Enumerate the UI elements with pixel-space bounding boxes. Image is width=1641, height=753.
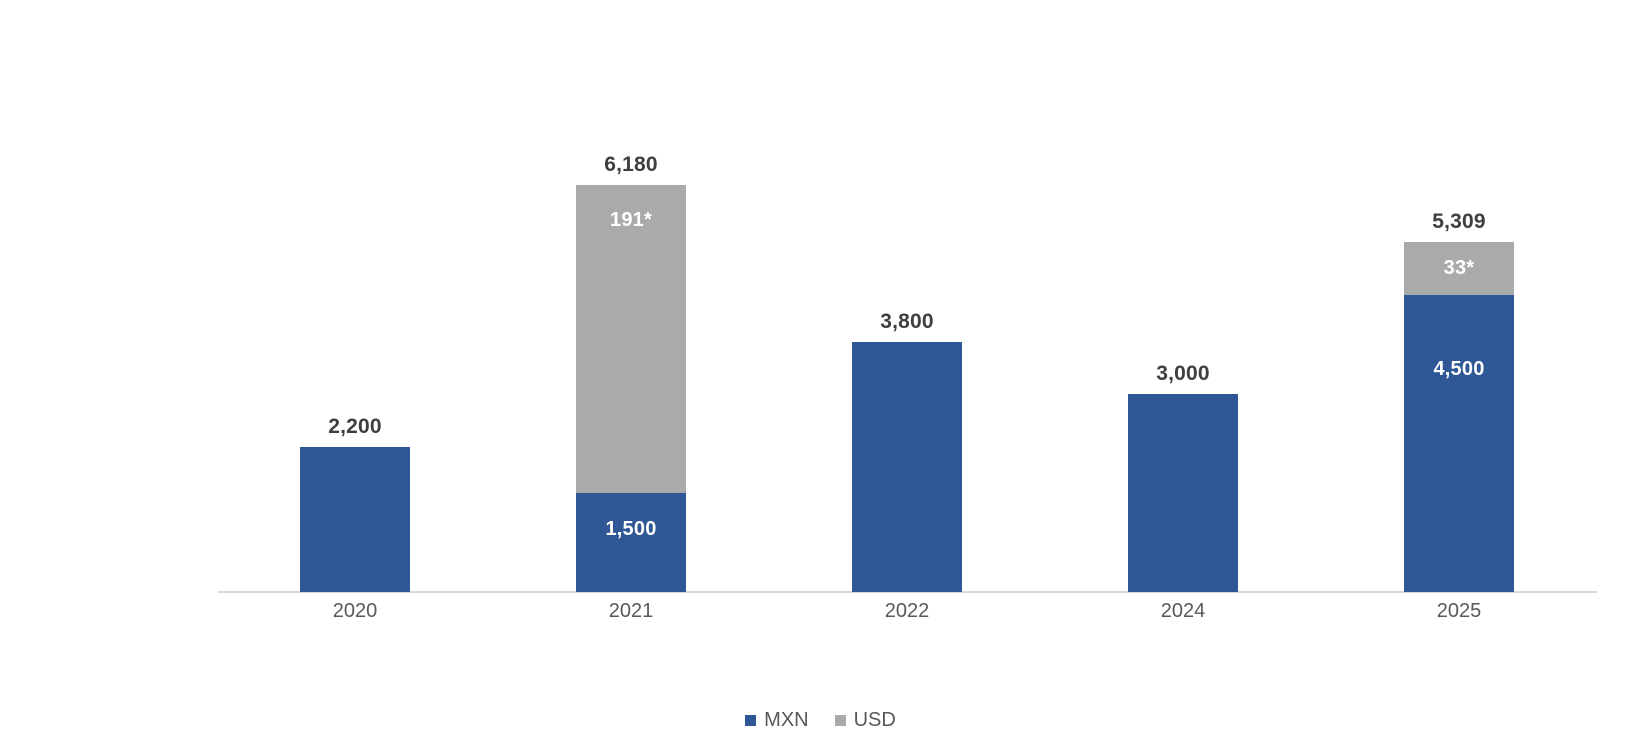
segment-label-mxn-2021: 1,500 <box>605 518 657 540</box>
bar-segment-mxn-2025 <box>1404 295 1514 592</box>
bar-segment-mxn-2022 <box>852 342 962 592</box>
legend-item-mxn: MXN <box>745 708 809 732</box>
segment-label-mxn-2025: 4,500 <box>1433 358 1485 380</box>
x-tick-label-2025: 2025 <box>1436 600 1482 622</box>
legend-swatch-mxn-icon <box>745 714 757 726</box>
legend-item-usd: USD <box>834 708 896 732</box>
total-label-2022: 3,800 <box>880 310 934 333</box>
x-tick-label-2024: 2024 <box>1160 600 1206 622</box>
segment-label-usd-2025: 33* <box>1443 257 1475 279</box>
bar-segment-usd-2025 <box>1404 242 1514 295</box>
legend-label-mxn: MXN <box>764 709 809 731</box>
total-label-2024: 3,000 <box>1156 362 1210 385</box>
x-tick-label-2020: 2020 <box>332 600 378 622</box>
legend-swatch-usd-icon <box>834 714 846 726</box>
legend-label-usd: USD <box>853 709 896 731</box>
bar-segment-mxn-2024 <box>1128 394 1238 592</box>
x-tick-label-2022: 2022 <box>884 600 930 622</box>
x-axis-line <box>218 591 1597 593</box>
total-label-2020: 2,200 <box>328 415 382 438</box>
bar-segment-usd-2021 <box>576 185 686 493</box>
chart-legend: MXN USD <box>0 708 1641 732</box>
total-label-2025: 5,309 <box>1432 210 1486 233</box>
bar-segment-mxn-2021 <box>576 493 686 592</box>
total-label-2021: 6,180 <box>604 153 658 176</box>
x-tick-label-2021: 2021 <box>608 600 654 622</box>
segment-label-usd-2021: 191* <box>610 209 652 231</box>
bar-segment-mxn-2020 <box>300 447 410 592</box>
